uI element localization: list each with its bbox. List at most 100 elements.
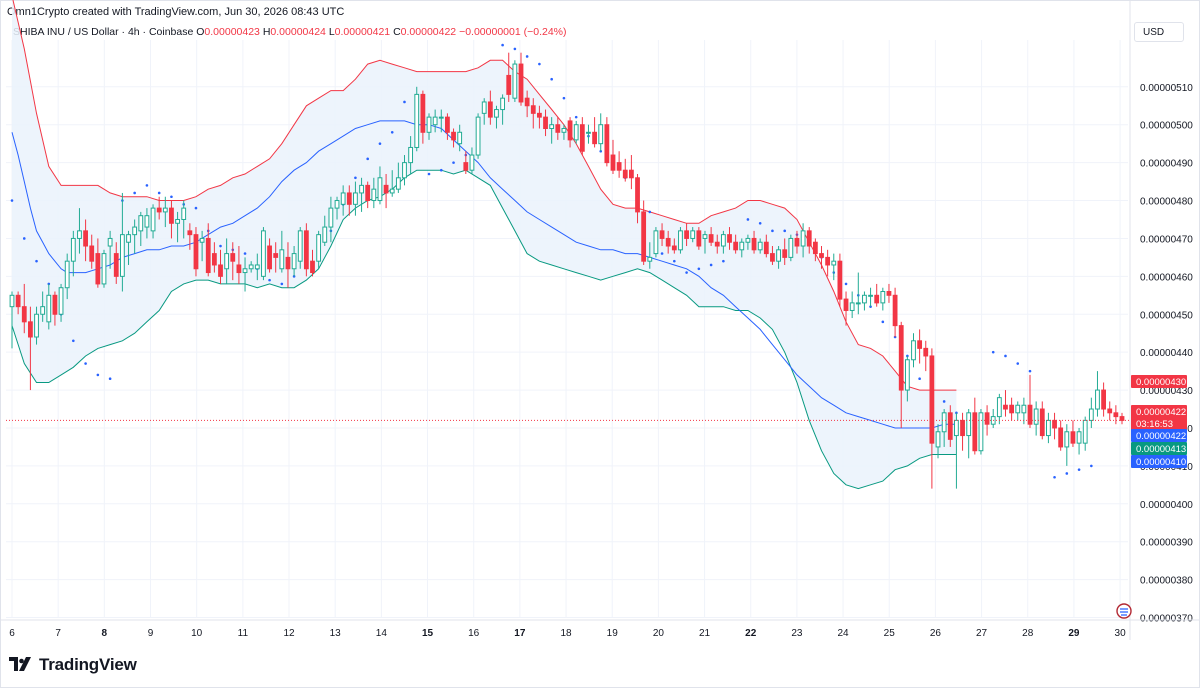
candle-body-down (524, 97, 530, 107)
price-tag-value: 0.00000413 (1136, 444, 1186, 455)
candle-body-up (389, 188, 395, 194)
candle (494, 105, 499, 129)
price-axis-label: 0.00000510 (1140, 83, 1193, 94)
currency-button[interactable]: USD (1134, 22, 1184, 42)
sar-dot (648, 210, 652, 214)
close-label: C (393, 26, 401, 38)
candle-body-up (1064, 431, 1070, 448)
candle-body-up (941, 412, 947, 433)
sar-dot (685, 271, 688, 274)
open-value: 0.00000423 (204, 26, 260, 38)
sar-dot (1090, 464, 1093, 468)
candle-body-down (727, 234, 732, 243)
time-axis-label: 26 (930, 628, 942, 639)
candle-body-up (720, 234, 726, 247)
price-axis-label: 0.00000400 (1140, 500, 1193, 511)
candle-body-up (175, 218, 180, 224)
candle-body-up (297, 230, 303, 262)
candle-body-down (1027, 404, 1033, 425)
candle-body-down (518, 63, 524, 103)
candle (224, 238, 230, 284)
candle-body-up (248, 264, 254, 270)
candle-body-up (1082, 419, 1088, 444)
candle-body-up (757, 241, 763, 251)
candle (144, 208, 150, 239)
candle (929, 348, 935, 489)
sar-dot (709, 263, 713, 267)
sar-dot (439, 168, 443, 172)
bollinger-lower-line (11, 169, 957, 490)
candle-body-up (254, 264, 260, 270)
candle-body-down (567, 120, 573, 141)
candle-body-down (917, 340, 923, 349)
candle-body-down (83, 230, 88, 247)
candle-body-up (34, 313, 39, 338)
candle (512, 60, 518, 102)
candle (530, 98, 536, 129)
sar-dot (390, 130, 394, 134)
candle (389, 170, 395, 197)
candle (187, 223, 193, 250)
candle-body-up (181, 207, 187, 220)
candle-body-down (463, 162, 469, 171)
candle (1027, 374, 1033, 428)
candle-body-up (831, 260, 837, 266)
candle (941, 409, 947, 447)
candle (800, 223, 806, 258)
price-axis-label: 0.00000480 (1140, 197, 1193, 208)
candle (812, 238, 818, 262)
price-tag: 0.00000430 (1131, 375, 1187, 388)
candle (181, 200, 187, 239)
price-axis-label: 0.00000370 (1140, 614, 1193, 625)
candle-body-up (549, 124, 555, 130)
candle-body-down (236, 264, 242, 274)
candle (855, 272, 861, 315)
candle (346, 185, 352, 216)
sar-dot (72, 339, 75, 343)
candle (1046, 412, 1051, 444)
sar-dot (378, 142, 382, 145)
sar-dot (292, 275, 296, 278)
candle-body-up (739, 241, 745, 251)
time-axis-label: 7 (55, 628, 61, 639)
price-axis-label: 0.00000430 (1140, 386, 1193, 397)
candle (107, 230, 113, 269)
candle-body-up (1021, 404, 1027, 414)
candle-body-up (954, 419, 959, 437)
candle (806, 227, 812, 254)
price-tag-background (1131, 442, 1187, 455)
candle (947, 405, 953, 447)
candle-body-down (610, 154, 616, 171)
candle-body-down (89, 245, 95, 262)
candle-body-down (451, 131, 456, 141)
sar-dot (145, 184, 149, 187)
candle (156, 196, 162, 220)
candle-body-up (58, 287, 64, 315)
candles-layer (9, 52, 1125, 489)
candle (1009, 397, 1015, 421)
candle-body-down (27, 321, 33, 338)
candle (83, 219, 88, 262)
candle (598, 113, 604, 152)
candle-body-up (862, 294, 867, 304)
candle-body-up (426, 116, 432, 133)
time-axis-label: 15 (422, 628, 434, 639)
price-tags: 0.000004300.0000042203:16:530.000004220.… (1131, 375, 1187, 468)
candle (549, 117, 555, 144)
candle (739, 238, 745, 258)
close-value: 0.00000422 (400, 26, 457, 38)
sar-dot (942, 400, 946, 403)
candle-body-down (211, 253, 217, 266)
sar-dot (660, 252, 664, 255)
candle (236, 246, 242, 284)
time-axis-label: 14 (376, 628, 388, 639)
candle (119, 192, 125, 292)
candle-body-down (579, 124, 585, 152)
candle-body-down (770, 253, 775, 262)
candle-body-up (512, 63, 518, 99)
sar-dot (108, 377, 112, 380)
symbol-title[interactable]: SHIBA INU / US Dollar · 4h · Coinbase (13, 26, 194, 38)
alerts-icon[interactable] (1116, 603, 1132, 619)
sar-dot (22, 237, 26, 240)
